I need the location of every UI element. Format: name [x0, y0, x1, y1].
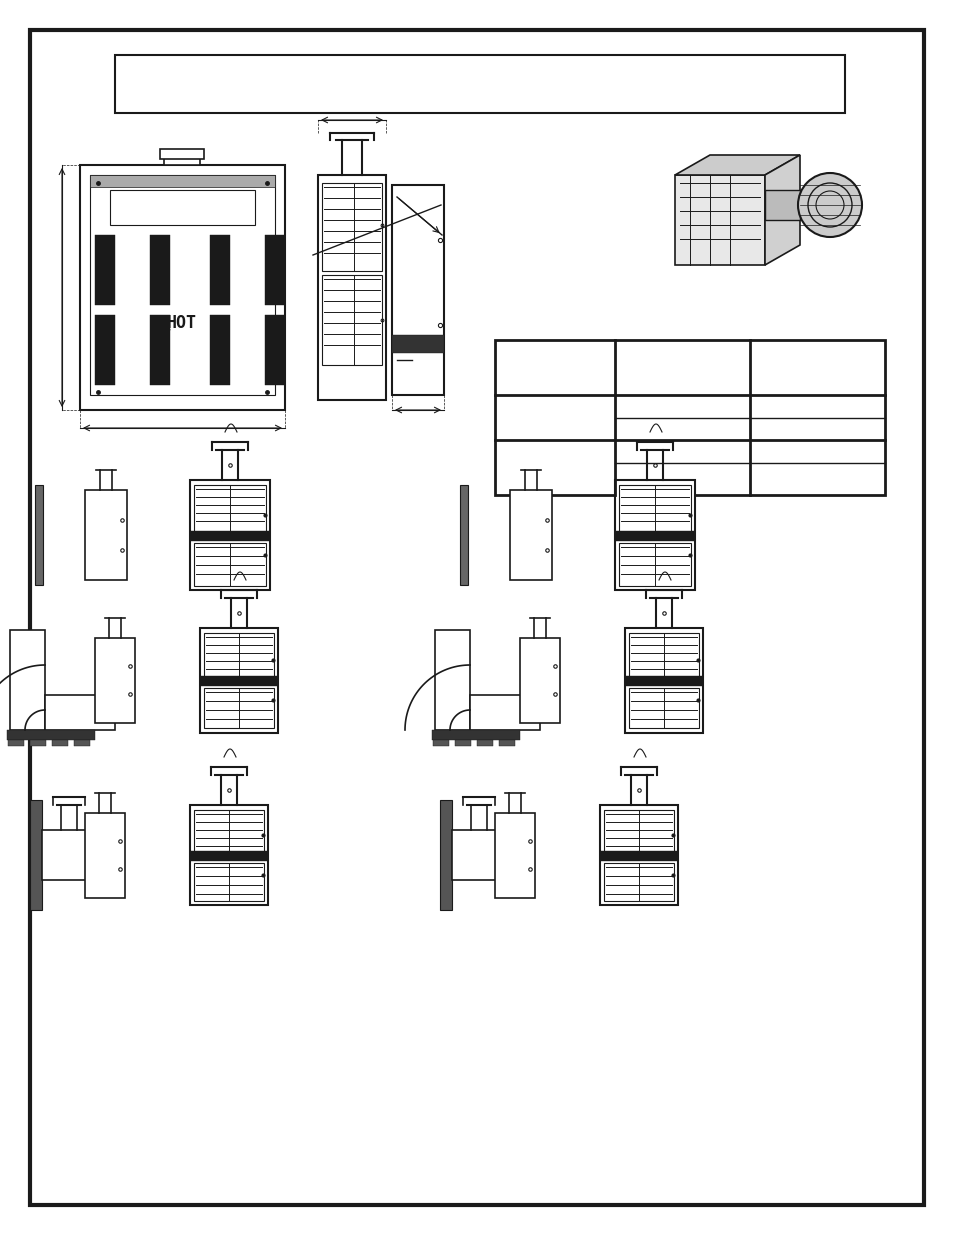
- Bar: [265, 235, 285, 305]
- Bar: [628, 634, 699, 677]
- Bar: [322, 183, 381, 270]
- Bar: [495, 340, 884, 495]
- Bar: [204, 688, 274, 727]
- Bar: [10, 630, 45, 730]
- Bar: [110, 190, 254, 225]
- Circle shape: [797, 173, 862, 237]
- Bar: [455, 740, 471, 746]
- Bar: [80, 165, 285, 410]
- Bar: [193, 863, 264, 902]
- Bar: [615, 531, 695, 541]
- Bar: [599, 851, 678, 861]
- Bar: [90, 175, 274, 395]
- Bar: [193, 485, 266, 532]
- Bar: [317, 175, 386, 400]
- Bar: [95, 638, 135, 722]
- Bar: [190, 805, 268, 905]
- Bar: [615, 480, 695, 590]
- Polygon shape: [764, 156, 800, 266]
- Polygon shape: [675, 156, 800, 175]
- Bar: [90, 175, 274, 186]
- Bar: [204, 634, 274, 677]
- Bar: [210, 235, 230, 305]
- Bar: [85, 813, 125, 898]
- Bar: [95, 315, 115, 385]
- Bar: [599, 805, 678, 905]
- Bar: [265, 315, 285, 385]
- Bar: [603, 810, 673, 852]
- Bar: [452, 830, 506, 881]
- Bar: [150, 315, 170, 385]
- Bar: [42, 830, 97, 881]
- Bar: [193, 810, 264, 852]
- Bar: [433, 740, 449, 746]
- Bar: [160, 149, 204, 159]
- Bar: [85, 490, 127, 580]
- Bar: [30, 740, 46, 746]
- Bar: [618, 485, 690, 532]
- Bar: [392, 335, 443, 353]
- Bar: [459, 485, 468, 585]
- Bar: [164, 157, 200, 165]
- Bar: [322, 275, 381, 366]
- Bar: [519, 638, 559, 722]
- Bar: [190, 531, 270, 541]
- Bar: [470, 695, 539, 730]
- Bar: [190, 480, 270, 590]
- Bar: [628, 688, 699, 727]
- Bar: [193, 543, 266, 585]
- Bar: [435, 630, 470, 730]
- Text: HOT: HOT: [167, 314, 196, 332]
- Bar: [603, 863, 673, 902]
- Bar: [52, 740, 68, 746]
- Bar: [498, 740, 515, 746]
- Bar: [115, 56, 844, 112]
- Bar: [200, 629, 277, 734]
- Bar: [439, 800, 452, 910]
- Bar: [8, 740, 24, 746]
- Bar: [35, 485, 43, 585]
- Bar: [495, 813, 535, 898]
- Bar: [45, 695, 115, 730]
- Bar: [30, 800, 42, 910]
- Bar: [190, 851, 268, 861]
- Bar: [476, 740, 493, 746]
- Bar: [150, 235, 170, 305]
- Bar: [624, 676, 702, 685]
- Bar: [95, 235, 115, 305]
- Bar: [432, 730, 519, 740]
- Bar: [510, 490, 552, 580]
- Bar: [392, 185, 443, 395]
- Bar: [7, 730, 95, 740]
- Bar: [210, 315, 230, 385]
- Bar: [624, 629, 702, 734]
- Bar: [764, 190, 800, 220]
- Bar: [675, 175, 764, 266]
- Bar: [618, 543, 690, 585]
- Bar: [74, 740, 90, 746]
- Bar: [200, 676, 277, 685]
